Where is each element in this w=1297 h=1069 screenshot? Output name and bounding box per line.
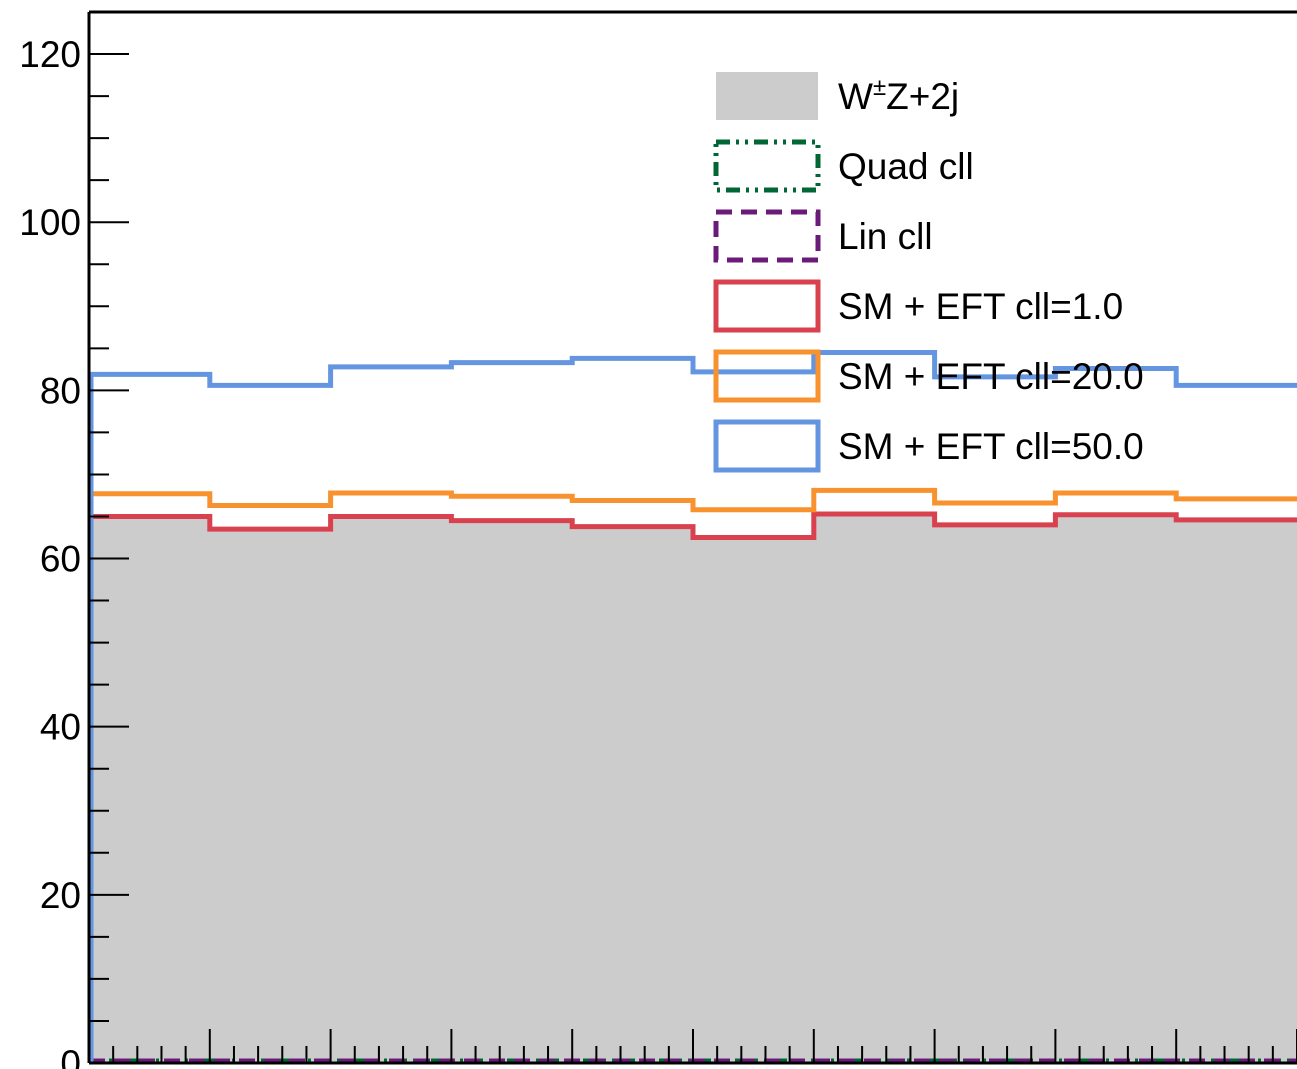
legend-label: W±Z+2j	[838, 74, 959, 117]
y-tick-label: 60	[40, 539, 81, 580]
bar-0-0	[89, 516, 211, 1063]
bar-0-4	[572, 526, 694, 1063]
bar-0-7	[934, 524, 1056, 1063]
plot-area	[89, 513, 1297, 1063]
legend-label: SM + EFT cll=20.0	[838, 356, 1144, 397]
y-tick-label: 80	[40, 370, 81, 411]
bar-0-2	[330, 516, 452, 1063]
legend-label: SM + EFT cll=50.0	[838, 426, 1144, 467]
legend-swatch	[716, 72, 818, 120]
series-line-4	[88, 487, 1297, 1063]
legend: W±Z+2j Quad cll Lin cll SM + EFT cll=1.0 SM …	[713, 72, 1144, 473]
y-axis: 0 20 40 60 80 100 120	[19, 11, 129, 1069]
legend-item-3: SM + EFT cll=1.0	[713, 279, 1123, 333]
legend-item-4: SM + EFT cll=20.0	[713, 349, 1144, 403]
bar-0-1	[209, 529, 332, 1063]
legend-swatch	[713, 279, 821, 333]
legend-item-1: Quad cll	[713, 139, 974, 193]
legend-swatch	[713, 209, 821, 263]
bar-0-8	[1055, 514, 1177, 1063]
legend-swatch	[713, 139, 821, 193]
x-axis	[88, 1029, 1297, 1063]
y-tick-label: 120	[19, 34, 81, 75]
legend-swatch	[713, 349, 821, 403]
y-tick-label: 40	[40, 707, 81, 748]
bar-0-6	[813, 513, 936, 1063]
bar-0-3	[451, 520, 573, 1063]
series-line-3	[88, 511, 1297, 1063]
bar-0-9	[1176, 519, 1297, 1063]
legend-label: Quad cll	[838, 146, 974, 187]
legend-swatch	[713, 419, 821, 473]
legend-item-5: SM + EFT cll=50.0	[713, 419, 1144, 473]
legend-label: Lin cll	[838, 216, 933, 257]
y-tick-label: 100	[19, 202, 81, 243]
legend-item-2: Lin cll	[713, 209, 933, 263]
legend-item-0: W±Z+2j	[716, 72, 959, 120]
series-line-5	[88, 350, 1297, 1063]
bar-0-5	[693, 537, 815, 1063]
legend-label: SM + EFT cll=1.0	[838, 286, 1123, 327]
y-tick-label: 0	[60, 1043, 81, 1069]
y-tick-label: 20	[40, 875, 81, 916]
